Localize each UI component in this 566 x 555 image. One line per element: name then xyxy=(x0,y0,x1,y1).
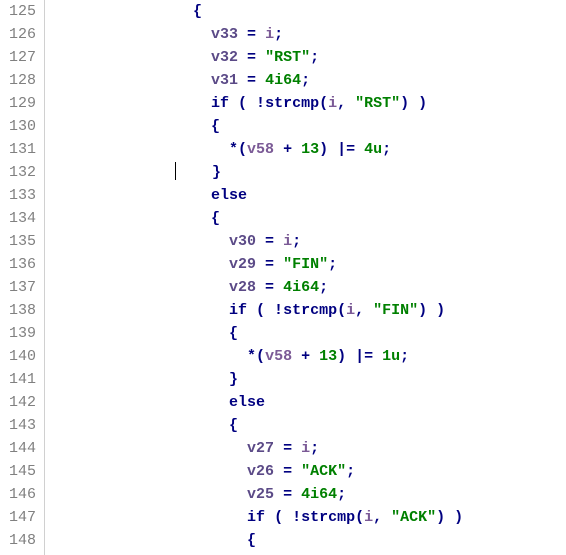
code-line[interactable]: else xyxy=(49,184,463,207)
line-number: 147 xyxy=(4,506,36,529)
code-line[interactable]: if ( !strcmp(i, "RST") ) xyxy=(49,92,463,115)
code-line[interactable]: v29 = "FIN"; xyxy=(49,253,463,276)
line-number: 138 xyxy=(4,299,36,322)
line-number: 148 xyxy=(4,529,36,552)
line-number: 134 xyxy=(4,207,36,230)
code-line[interactable]: v33 = i; xyxy=(49,23,463,46)
code-line[interactable]: { xyxy=(49,529,463,552)
code-editor[interactable]: 1251261271281291301311321331341351361371… xyxy=(0,0,566,555)
code-line[interactable]: { xyxy=(49,414,463,437)
code-line[interactable]: *(v58 + 13) |= 4u; xyxy=(49,138,463,161)
code-line[interactable]: v32 = "RST"; xyxy=(49,46,463,69)
code-line[interactable]: v30 = i; xyxy=(49,230,463,253)
line-number: 145 xyxy=(4,460,36,483)
line-number: 136 xyxy=(4,253,36,276)
code-line[interactable]: v31 = 4i64; xyxy=(49,69,463,92)
line-number: 143 xyxy=(4,414,36,437)
code-line[interactable]: { xyxy=(49,322,463,345)
code-line[interactable]: { xyxy=(49,0,463,23)
code-line[interactable]: if ( !strcmp(i, "FIN") ) xyxy=(49,299,463,322)
code-line[interactable]: v28 = 4i64; xyxy=(49,276,463,299)
line-number: 130 xyxy=(4,115,36,138)
line-number: 135 xyxy=(4,230,36,253)
code-area[interactable]: { v33 = i; v32 = "RST"; v31 = 4i64; if (… xyxy=(45,0,463,555)
line-number: 125 xyxy=(4,0,36,23)
line-number: 128 xyxy=(4,69,36,92)
code-line[interactable]: *(v58 + 13) |= 1u; xyxy=(49,345,463,368)
line-number: 141 xyxy=(4,368,36,391)
code-line[interactable]: { xyxy=(49,207,463,230)
line-number: 126 xyxy=(4,23,36,46)
code-line[interactable]: v27 = i; xyxy=(49,437,463,460)
code-line[interactable]: if ( !strcmp(i, "ACK") ) xyxy=(49,506,463,529)
line-number: 146 xyxy=(4,483,36,506)
line-number-gutter: 1251261271281291301311321331341351361371… xyxy=(0,0,45,555)
line-number: 131 xyxy=(4,138,36,161)
line-number: 133 xyxy=(4,184,36,207)
code-line[interactable]: { xyxy=(49,115,463,138)
code-line[interactable]: v25 = 4i64; xyxy=(49,483,463,506)
line-number: 132 xyxy=(4,161,36,184)
code-line[interactable]: } xyxy=(49,161,463,184)
code-line[interactable]: v26 = "ACK"; xyxy=(49,460,463,483)
code-line[interactable]: } xyxy=(49,368,463,391)
line-number: 139 xyxy=(4,322,36,345)
code-line[interactable]: else xyxy=(49,391,463,414)
line-number: 144 xyxy=(4,437,36,460)
line-number: 142 xyxy=(4,391,36,414)
line-number: 127 xyxy=(4,46,36,69)
line-number: 140 xyxy=(4,345,36,368)
line-number: 137 xyxy=(4,276,36,299)
line-number: 129 xyxy=(4,92,36,115)
